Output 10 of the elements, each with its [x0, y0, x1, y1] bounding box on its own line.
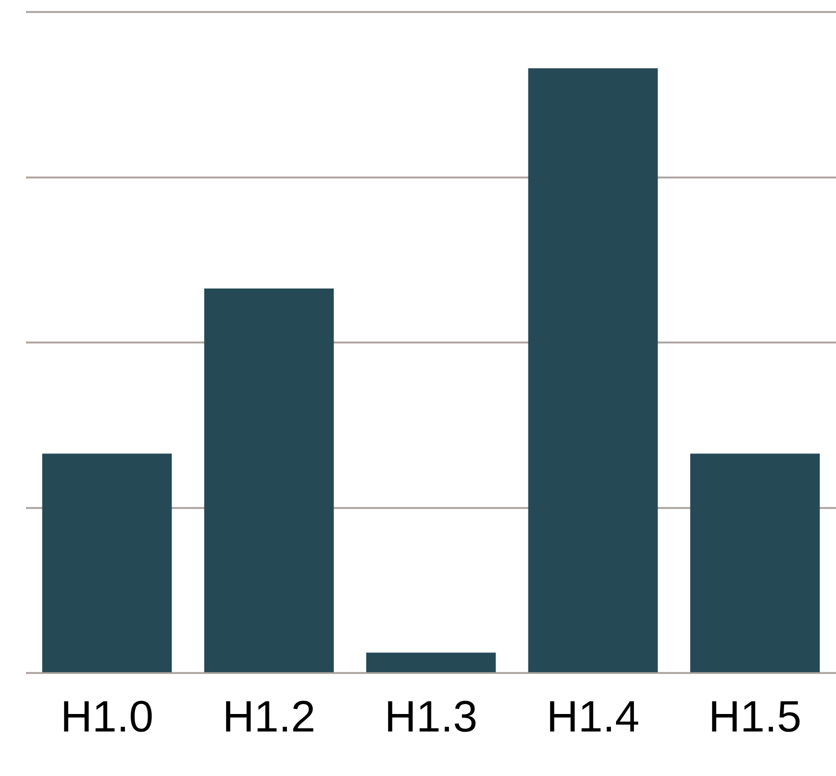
x-tick-label: H1.5: [708, 692, 802, 742]
bar: [366, 652, 496, 672]
x-tick-label: H1.4: [546, 692, 640, 742]
bar: [42, 454, 172, 672]
x-tick-label: H1.0: [60, 692, 154, 742]
bar: [204, 288, 334, 672]
bar: [528, 68, 658, 672]
x-tick-label: H1.3: [384, 692, 478, 742]
x-tick-label: H1.2: [222, 692, 316, 742]
bar: [690, 454, 820, 672]
